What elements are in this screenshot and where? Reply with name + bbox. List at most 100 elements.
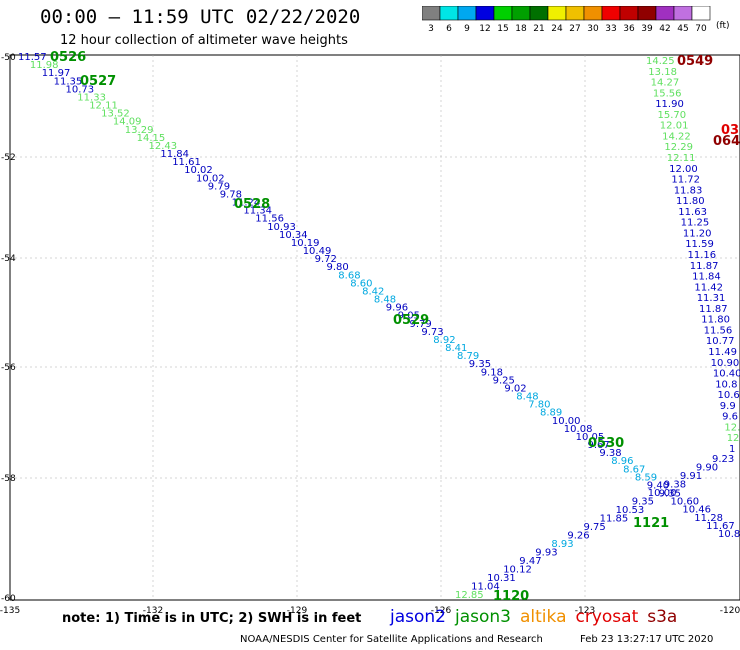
wave-height-value: 9.91 <box>680 471 702 482</box>
legend-item-altika: altika <box>520 607 567 627</box>
wave-height-value: 9.02 <box>504 384 526 395</box>
wave-height-value: 11.33 <box>77 92 106 103</box>
wave-height-value: 13.18 <box>648 67 677 78</box>
wave-height-value: 8.96 <box>611 456 633 467</box>
wave-height-value: 10.49 <box>303 246 332 257</box>
wave-height-value: 11.84 <box>160 149 189 160</box>
wave-height-value: 9.93 <box>535 548 557 559</box>
pass-time-label: 0549 <box>677 54 713 69</box>
wave-height-value: 11.20 <box>683 228 712 239</box>
wave-height-value: 11.80 <box>701 315 730 326</box>
pass-time-label: 0529 <box>393 313 429 328</box>
wave-height-value: 8.79 <box>457 351 479 362</box>
wave-height-value: 9.47 <box>519 556 541 567</box>
wave-height-value: 9.78 <box>220 189 242 200</box>
wave-height-value: 10.73 <box>66 84 95 95</box>
wave-height-value: 11.24 <box>232 198 261 209</box>
color-swatch-label: 42 <box>659 24 670 34</box>
wave-height-value: 11.28 <box>694 513 723 524</box>
wave-height-value: 9.35 <box>632 497 654 508</box>
satellite-legend: jason2 jason3 altika cryosat s3a <box>390 607 686 627</box>
longitude-tick-label: -135 <box>0 606 20 616</box>
latitude-tick-label: -54 <box>1 254 16 264</box>
longitude-tick-label: -129 <box>287 606 308 616</box>
wave-height-value: 9.80 <box>327 262 349 273</box>
wave-height-value: 10.90 <box>711 358 740 369</box>
color-scale-bar: 3 6 9 12 15 18 21 24 27 30 33 36 39 42 45 70 <box>422 6 711 34</box>
wave-height-value: 11.87 <box>699 304 728 315</box>
generated-timestamp: Feb 23 13:27:17 UTC 2020 <box>580 634 714 645</box>
wave-height-value: 11.57 <box>18 52 47 63</box>
wave-height-value: 8.92 <box>433 335 455 346</box>
wave-height-value: 15.56 <box>653 88 682 99</box>
wave-height-value: 10.05 <box>576 432 605 443</box>
wave-height-value: 9.38 <box>664 480 686 491</box>
map-frame <box>9 54 740 601</box>
legend-item-jason2: jason2 <box>390 607 446 627</box>
wave-height-value: 12.01 <box>660 121 689 132</box>
wave-height-value: 8.68 <box>338 270 360 281</box>
wave-height-value: 11.67 <box>706 521 735 532</box>
wave-height-value: 13.52 <box>101 109 130 120</box>
wave-height-value: 9.96 <box>386 303 408 314</box>
pass-time-label: 064 <box>713 134 740 149</box>
pass-time-label: 0527 <box>80 74 116 89</box>
wave-height-value: 12.43 <box>149 141 178 152</box>
wave-height-value: 11.61 <box>172 157 201 168</box>
wave-height-value: 10.12 <box>503 565 532 576</box>
color-swatch-label: 9 <box>464 24 470 34</box>
wave-height-value: 9.67 <box>588 440 610 451</box>
wave-height-value: 8.67 <box>623 464 645 475</box>
latitude-tick-label: -50 <box>1 53 16 63</box>
wave-height-value: 9.26 <box>567 531 589 542</box>
pass-time-label: 1120 <box>493 589 529 604</box>
color-swatch-label: 33 <box>605 24 616 34</box>
color-swatch-label: 21 <box>533 24 544 34</box>
wave-height-value: 11.63 <box>678 207 707 218</box>
wave-height-value: 11.72 <box>671 175 700 186</box>
wave-height-value: 15.70 <box>658 110 687 121</box>
color-swatch-label: 24 <box>551 24 563 34</box>
wave-height-value: 9.38 <box>599 448 621 459</box>
wave-height-value: 7.80 <box>528 400 550 411</box>
wave-height-value: 9.6 <box>722 412 738 423</box>
wave-height-value: 14.22 <box>662 131 691 142</box>
wave-height-value: 9.79 <box>208 181 230 192</box>
wave-height-value: 9.90 <box>696 463 718 474</box>
color-swatch-label: 30 <box>587 24 599 34</box>
wave-height-value: 10.60 <box>671 497 700 508</box>
wave-height-value: 13.29 <box>125 125 154 136</box>
wave-height-value: 9.9 <box>720 401 736 412</box>
color-swatch-label: 3 <box>428 24 434 34</box>
latitude-tick-label: -52 <box>1 153 16 163</box>
wave-height-value: 9.18 <box>481 367 503 378</box>
wave-height-value: 9.79 <box>410 319 432 330</box>
wave-height-value: 14.25 <box>646 56 675 67</box>
wave-height-value: 11.56 <box>704 325 733 336</box>
wave-height-value: 9.23 <box>712 454 734 465</box>
wave-height-value: 8.48 <box>516 392 538 403</box>
wave-height-value: 11.49 <box>708 347 737 358</box>
wave-height-value: 11.35 <box>54 76 83 87</box>
wave-height-value: 11.59 <box>685 239 714 250</box>
wave-height-value: 14.15 <box>137 133 166 144</box>
wave-height-value: 9.05 <box>398 311 420 322</box>
wave-height-value: 12.85 <box>455 590 484 601</box>
wave-height-value: 11.98 <box>30 60 59 71</box>
latitude-tick-label: -56 <box>1 363 16 373</box>
wave-height-value: 10.46 <box>682 505 711 516</box>
wave-height-value: 11.56 <box>255 214 284 225</box>
wave-height-value: 10.6 <box>718 390 740 401</box>
wave-height-value: 11.42 <box>694 282 723 293</box>
wave-height-value: 12. <box>724 422 740 433</box>
credit-text: NOAA/NESDIS Center for Satellite Applica… <box>240 634 543 645</box>
wave-height-value: 9.75 <box>584 522 606 533</box>
wave-height-value: 10.8 <box>715 379 737 390</box>
wave-height-value: 10.19 <box>291 238 320 249</box>
wave-height-value: 1 <box>729 444 735 455</box>
wave-height-value: 11.97 <box>42 68 71 79</box>
latitude-tick-label: -60 <box>1 594 16 604</box>
wave-height-value: 9.35 <box>659 489 681 500</box>
wave-height-value: 10.93 <box>267 222 296 233</box>
